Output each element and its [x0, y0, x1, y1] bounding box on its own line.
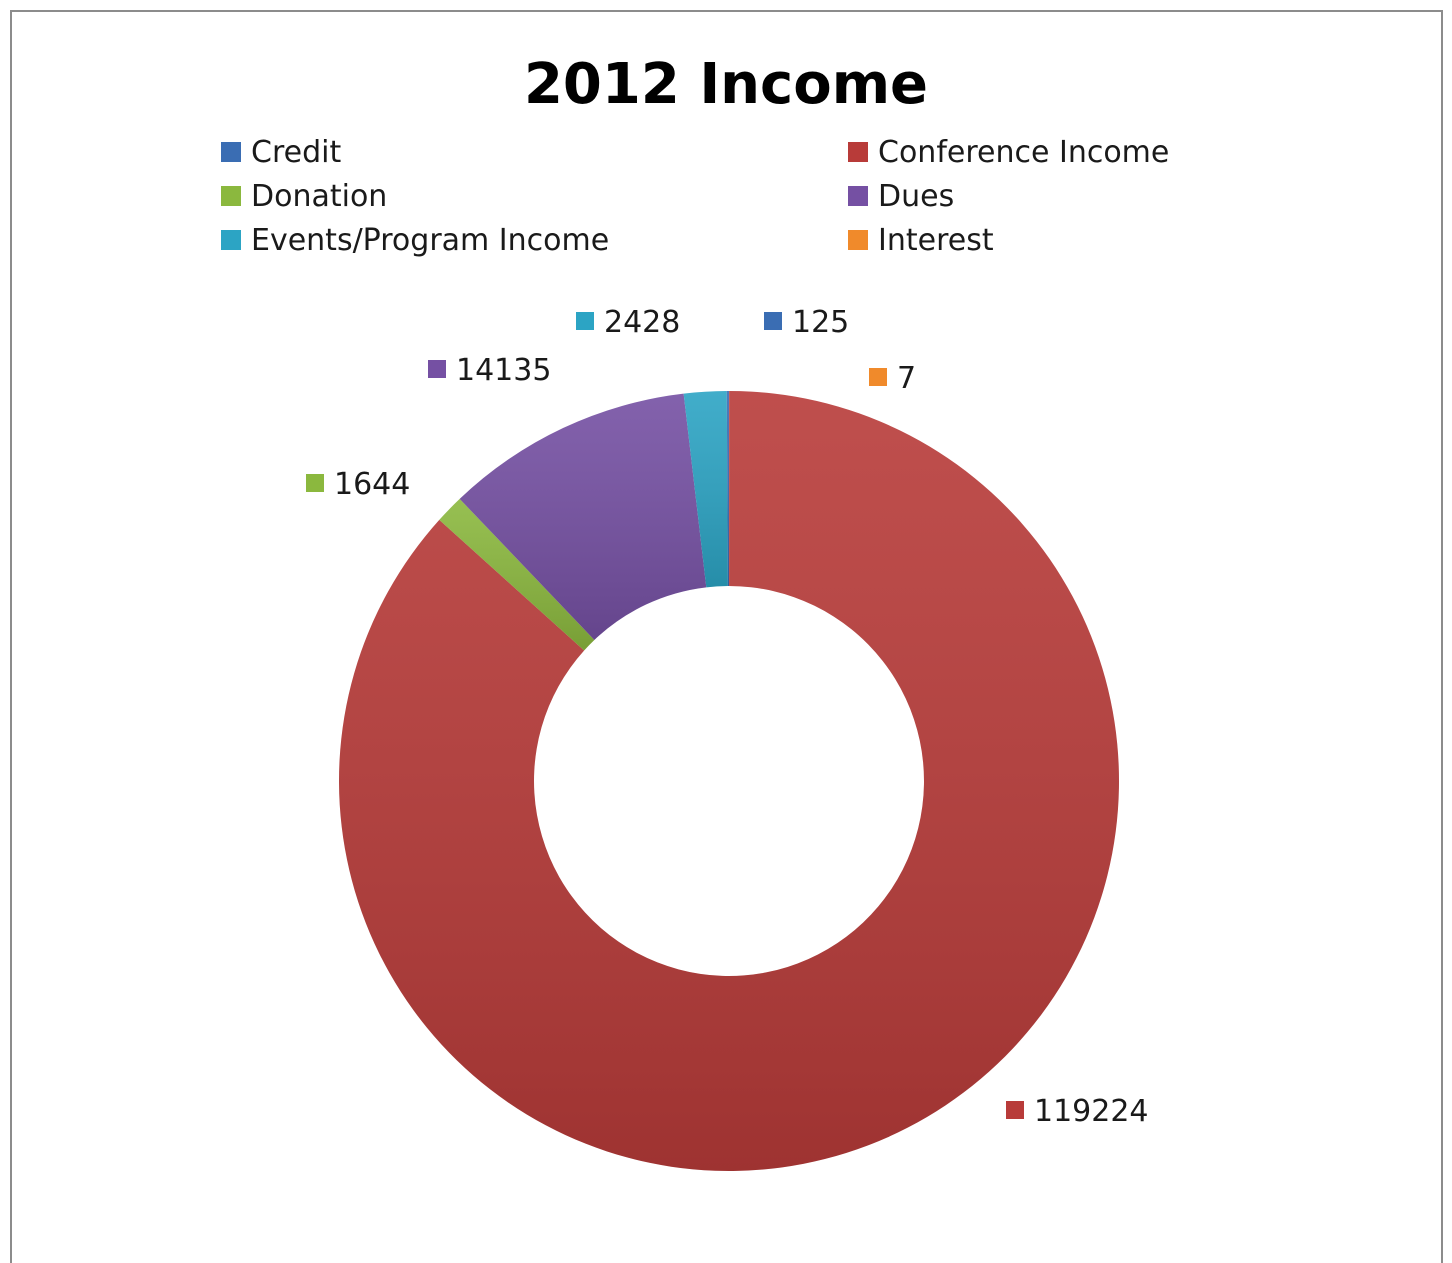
chart-title: 2012 Income	[523, 52, 929, 117]
legend-label: Credit	[251, 134, 342, 170]
data-label-text: 1644	[334, 467, 410, 502]
data-label-swatch	[576, 312, 594, 330]
legend-label: Events/Program Income	[251, 222, 610, 258]
legend-item-conference-income: Conference Income	[848, 132, 1169, 172]
data-label-donation: 1644	[306, 467, 410, 502]
legend-swatch	[221, 142, 241, 162]
slice-credit	[726, 391, 729, 587]
legend-label: Donation	[251, 178, 388, 214]
data-label-text: 125	[792, 305, 849, 340]
data-label-conference-income: 119224	[1006, 1094, 1149, 1129]
data-label-dues: 14135	[428, 353, 551, 388]
slice-donation	[439, 498, 595, 651]
legend-item-donation: Donation	[221, 176, 387, 216]
data-label-interest: 7	[869, 361, 916, 396]
data-label-text: 119224	[1034, 1094, 1149, 1129]
slice-events-program-income	[683, 391, 728, 588]
data-label-credit: 125	[764, 305, 849, 340]
legend-swatch	[221, 230, 241, 250]
data-label-text: 14135	[456, 353, 551, 388]
legend-swatch	[848, 230, 868, 250]
data-label-swatch	[306, 474, 324, 492]
legend-label: Interest	[878, 222, 994, 258]
legend-item-dues: Dues	[848, 176, 954, 216]
legend-item-interest: Interest	[848, 220, 994, 260]
data-label-events-program-income: 2428	[576, 305, 680, 340]
legend-label: Dues	[878, 178, 955, 214]
legend-swatch	[221, 186, 241, 206]
data-label-swatch	[1006, 1101, 1024, 1119]
data-label-text: 7	[897, 361, 916, 396]
slice-conference-income	[338, 391, 1119, 1172]
slice-dues	[459, 393, 707, 640]
data-label-text: 2428	[604, 305, 680, 340]
data-label-swatch	[428, 360, 446, 378]
legend-swatch	[848, 186, 868, 206]
legend-item-events-program-income: Events/Program Income	[221, 220, 609, 260]
data-label-swatch	[869, 368, 887, 386]
legend-swatch	[848, 142, 868, 162]
legend-label: Conference Income	[878, 134, 1170, 170]
legend-item-credit: Credit	[221, 132, 341, 172]
data-label-swatch	[764, 312, 782, 330]
